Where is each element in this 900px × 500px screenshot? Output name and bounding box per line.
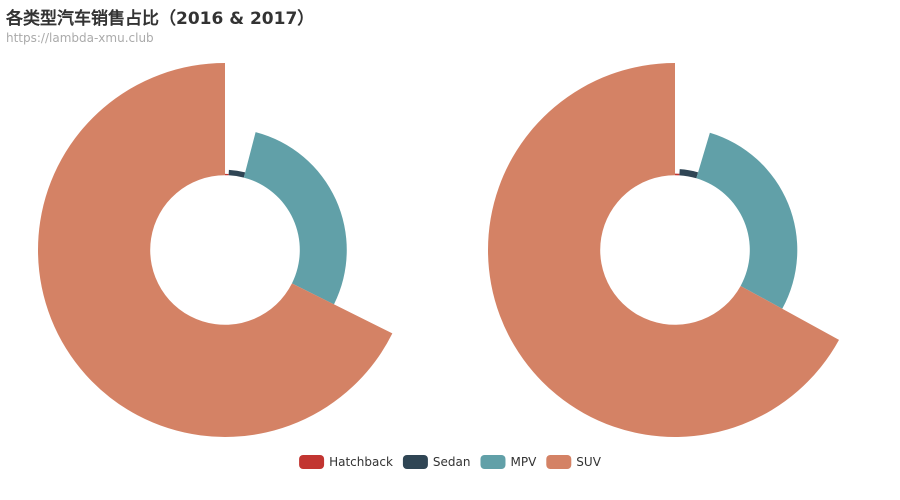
slice-2016-suv[interactable]: [38, 63, 393, 437]
chart-title: 各类型汽车销售占比（2016 & 2017）: [6, 9, 315, 29]
slice-2017-suv[interactable]: [487, 63, 840, 437]
legend-swatch-suv: [546, 455, 572, 469]
rose-pies-group: [38, 63, 840, 437]
legend: Hatchback Sedan MPV SUV: [299, 455, 602, 469]
slice-2016-hatchback[interactable]: [225, 173, 229, 176]
slice-2017-hatchback[interactable]: [675, 173, 680, 176]
legend-label-suv: SUV: [576, 455, 601, 469]
slice-2017-mpv[interactable]: [696, 132, 798, 309]
legend-swatch-sedan: [402, 455, 428, 469]
legend-label-hatchback: Hatchback: [329, 455, 393, 469]
legend-item-suv[interactable]: SUV: [546, 455, 602, 469]
chart-subtitle[interactable]: https://lambda-xmu.club: [6, 31, 154, 45]
legend-label-sedan: Sedan: [433, 455, 471, 469]
legend-swatch-mpv: [480, 455, 506, 469]
legend-label-mpv: MPV: [510, 455, 537, 469]
slice-2017-sedan[interactable]: [679, 169, 699, 179]
slice-2016-mpv[interactable]: [243, 132, 347, 305]
legend-item-mpv[interactable]: MPV: [480, 455, 537, 469]
slice-2016-sedan[interactable]: [228, 169, 246, 178]
legend-item-sedan[interactable]: Sedan: [402, 455, 471, 469]
rose-pie-2017: [487, 63, 840, 437]
legend-item-hatchback[interactable]: Hatchback: [299, 455, 393, 469]
rose-pie-2016: [38, 63, 393, 437]
legend-swatch-hatchback: [299, 455, 325, 469]
